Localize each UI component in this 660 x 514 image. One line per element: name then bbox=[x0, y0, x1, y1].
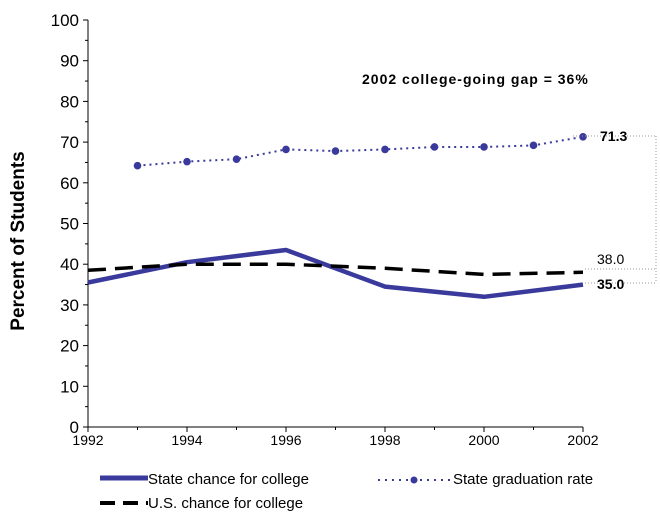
y-tick-label: 30 bbox=[60, 296, 79, 315]
y-ticks: 0 10 20 30 40 50 60 70 80 90 100 bbox=[51, 11, 88, 437]
x-tick-label: 1994 bbox=[171, 432, 202, 448]
grad-rate-point bbox=[183, 157, 191, 166]
gap-annotation: 2002 college-going gap = 36% bbox=[362, 71, 589, 87]
y-tick-label: 10 bbox=[60, 377, 79, 396]
grad-rate-point bbox=[331, 147, 340, 155]
grad-rate-point bbox=[579, 133, 587, 141]
grad-rate-point bbox=[529, 141, 538, 150]
legend-label-us-chance: U.S. chance for college bbox=[148, 495, 303, 512]
y-axis-label: Percent of Students bbox=[8, 151, 29, 330]
x-tick-label: 2002 bbox=[567, 432, 598, 448]
y-tick-label: 90 bbox=[60, 52, 79, 71]
legend: State chance for college State graduatio… bbox=[100, 471, 593, 512]
y-tick-label: 60 bbox=[60, 174, 79, 193]
grad-rate-point bbox=[480, 143, 488, 151]
grad-rate-point bbox=[430, 143, 439, 151]
x-tick-label: 1998 bbox=[369, 432, 400, 448]
y-tick-label: 70 bbox=[60, 133, 79, 152]
legend-label-grad-rate: State graduation rate bbox=[453, 471, 593, 488]
y-tick-label: 80 bbox=[60, 92, 79, 111]
grad-rate-end-label: 71.3 bbox=[600, 128, 627, 144]
grad-rate-point bbox=[282, 145, 290, 154]
x-tick-label: 2000 bbox=[468, 432, 499, 448]
x-tick-label: 1992 bbox=[72, 432, 103, 448]
gap-bracket bbox=[573, 135, 657, 284]
series-layer bbox=[87, 133, 587, 300]
us-chance-end-label: 38.0 bbox=[597, 251, 624, 267]
legend-label-state-chance: State chance for college bbox=[148, 471, 309, 488]
grad-rate-point bbox=[133, 161, 142, 170]
grad-rate-line bbox=[137, 135, 584, 167]
x-ticks: 1992 1994 1996 1998 2000 2002 bbox=[72, 427, 599, 448]
y-tick-label: 40 bbox=[60, 255, 79, 274]
grad-rate-point bbox=[232, 155, 241, 163]
y-tick-label: 20 bbox=[60, 337, 79, 356]
y-tick-label: 100 bbox=[51, 11, 79, 30]
y-tick-label: 50 bbox=[60, 215, 79, 234]
state-chance-end-label: 35.0 bbox=[597, 276, 624, 292]
legend-swatch-grad-rate bbox=[378, 476, 450, 484]
us-chance-line bbox=[87, 262, 584, 277]
y-tick-label: 0 bbox=[70, 418, 79, 437]
x-tick-label: 1996 bbox=[270, 432, 301, 448]
grad-rate-point bbox=[381, 145, 389, 154]
